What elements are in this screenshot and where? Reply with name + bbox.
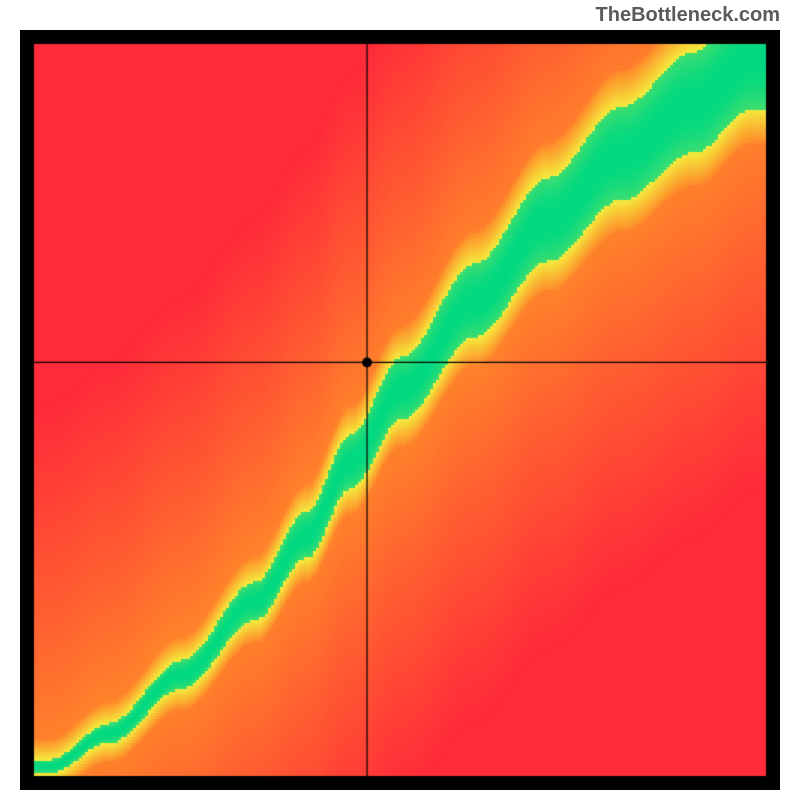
chart-container: TheBottleneck.com [0,0,800,800]
heatmap-chart [20,30,780,790]
watermark-text: TheBottleneck.com [596,4,780,27]
heatmap-canvas [20,30,780,790]
